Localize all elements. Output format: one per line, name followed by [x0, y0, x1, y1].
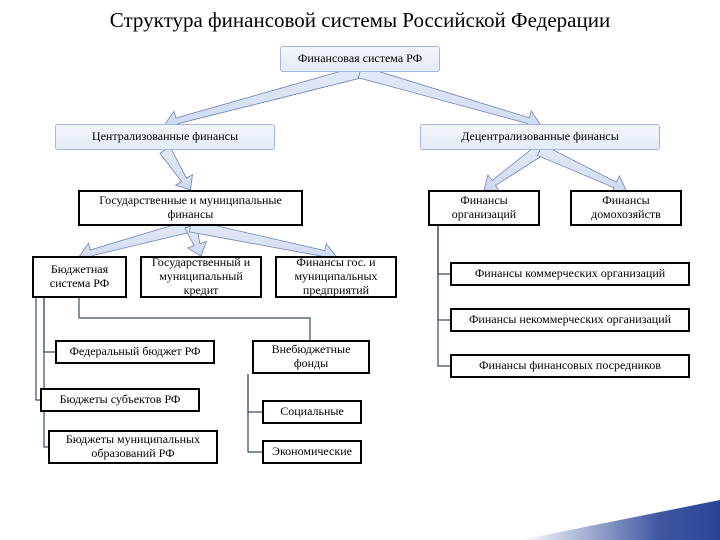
node-fin_org: Финансы организаций — [428, 190, 540, 226]
connector — [438, 226, 450, 274]
connector — [44, 298, 48, 447]
node-fin_intermed: Финансы финансовых посредников — [450, 354, 690, 378]
page-title: Структура финансовой системы Российской … — [0, 8, 720, 33]
slide-corner-decoration — [520, 500, 720, 540]
arrow-centralized-gov_mun — [160, 147, 193, 190]
node-fin_noncomm: Финансы некоммерческих организаций — [450, 308, 690, 332]
node-mun_budget: Бюджеты муниципальных образований РФ — [48, 430, 218, 464]
connector — [248, 374, 262, 412]
connector — [438, 226, 450, 320]
arrow-root-decentralized — [358, 66, 540, 130]
connector — [36, 298, 40, 400]
arrow-decentralized-fin_house — [537, 145, 626, 194]
node-subj_budget: Бюджеты субъектов РФ — [40, 388, 200, 412]
node-extra_funds: Внебюджетные фонды — [252, 340, 370, 374]
node-fed_budget: Федеральный бюджет РФ — [55, 340, 215, 364]
node-fin_comm: Финансы коммерческих организаций — [450, 262, 690, 286]
connector — [79, 318, 310, 340]
node-decentralized: Децентрализованные финансы — [420, 124, 660, 150]
node-social: Социальные — [262, 400, 362, 424]
node-budget_sys: Бюджетная система РФ — [32, 256, 127, 298]
connector — [44, 298, 55, 352]
node-centralized: Централизованные финансы — [55, 124, 275, 150]
node-fin_house: Финансы домохозяйств — [570, 190, 682, 226]
node-root: Финансовая система РФ — [280, 46, 440, 72]
arrow-root-centralized — [165, 66, 362, 130]
arrow-gov_mun-gov_credit — [185, 224, 207, 256]
connector — [438, 226, 450, 366]
arrow-decentralized-fin_org — [484, 145, 543, 191]
node-gov_mun: Государственные и муниципальные финансы — [78, 190, 303, 226]
node-economic: Экономические — [262, 440, 362, 464]
node-fin_gos_ent: Финансы гос. и муниципальных предприятий — [275, 256, 397, 298]
connector — [248, 374, 262, 452]
node-gov_credit: Государственный и муниципальный кредит — [140, 256, 262, 298]
